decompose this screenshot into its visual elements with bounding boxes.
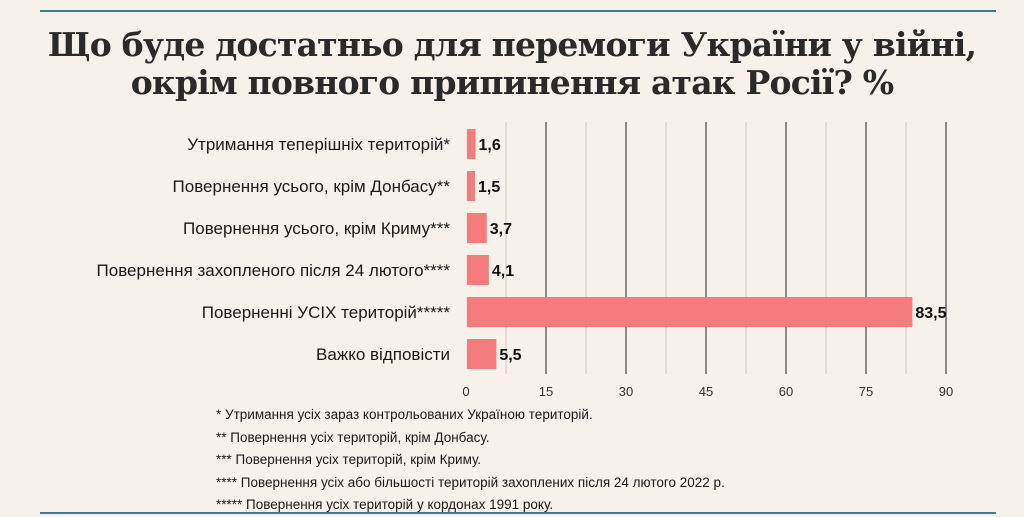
bar-chart: 0 15 30 45 60 75 90 Утримання теперішніх терито…	[97, 122, 953, 399]
top-divider	[40, 10, 996, 12]
value-label: 3,7	[490, 221, 512, 238]
bar	[467, 339, 497, 369]
footnote-2: ** Повернення усіх територій, крім Донба…	[216, 429, 490, 445]
category-label: Повернення захопленого після 24 лютого**…	[97, 261, 451, 280]
value-label: 1,6	[479, 137, 501, 154]
footnote-4: **** Повернення усіх або більшості терит…	[216, 474, 725, 490]
bar	[467, 297, 913, 327]
category-label: Поверненні УСІХ територій*****	[202, 303, 451, 322]
x-tick-label: 60	[779, 384, 793, 399]
value-label: 1,5	[478, 179, 500, 196]
footnote-1: * Утримання усіх зараз контрольованих Ук…	[216, 407, 593, 422]
bar	[467, 171, 475, 201]
footnotes: * Утримання усіх зараз контрольованих Ук…	[216, 404, 725, 517]
category-label: Утримання теперішніх територій*	[187, 135, 450, 154]
bar	[467, 213, 487, 243]
x-tick-label: 90	[939, 384, 953, 399]
x-tick-label: 0	[462, 384, 469, 399]
x-tick-label: 45	[699, 384, 713, 399]
value-label: 4,1	[492, 263, 514, 280]
chart-title: Що буде достатньо для перемоги України у…	[47, 25, 977, 102]
x-tick-label: 75	[859, 384, 873, 399]
bar	[467, 129, 476, 159]
bar	[467, 255, 489, 285]
footnote-3: *** Повернення усіх територій, крім Крим…	[216, 452, 482, 467]
bottom-divider	[40, 512, 996, 514]
category-label: Повернення усього, крім Криму***	[183, 219, 450, 238]
x-tick-label: 15	[539, 384, 553, 399]
category-label: Важко відповісти	[316, 345, 450, 364]
value-label: 5,5	[499, 347, 521, 364]
value-label: 83,5	[915, 305, 946, 322]
x-tick-label: 30	[619, 384, 633, 399]
footnote-5: ***** Повернення усіх територій у кордон…	[216, 497, 554, 512]
category-label: Повернення усього, крім Донбасу**	[173, 177, 451, 196]
